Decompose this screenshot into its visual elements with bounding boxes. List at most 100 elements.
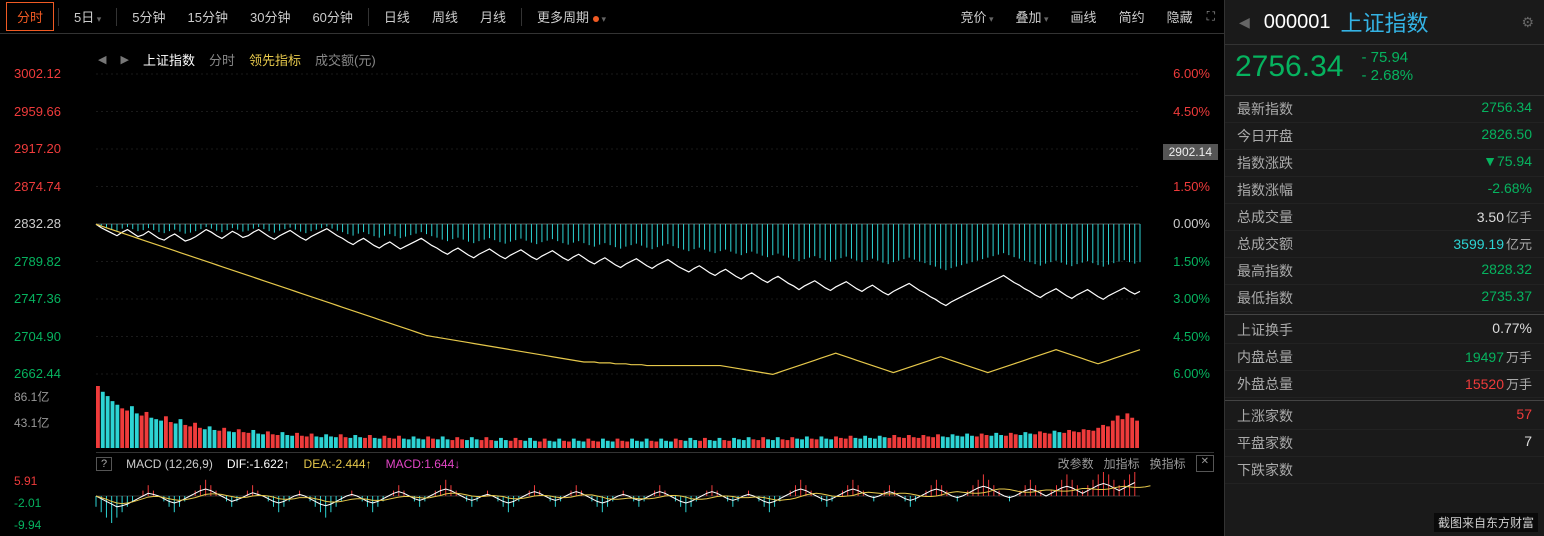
period-btn-week[interactable]: 周线 xyxy=(421,2,469,31)
quote-row-value: 2826.50 xyxy=(1481,126,1532,146)
period-btn-15min[interactable]: 15分钟 xyxy=(177,2,239,31)
quote-row: 指数涨幅 -2.68% xyxy=(1225,177,1544,204)
price-change-abs: - 75.94 xyxy=(1361,49,1413,67)
quote-table-3: 上涨家数57 平盘家数 7 下跌家数 xyxy=(1225,403,1544,484)
last-price: 2756.34 xyxy=(1235,50,1343,84)
quote-row: 总成交额 3599.19亿元 xyxy=(1225,231,1544,258)
hover-price-label: 2902.14 xyxy=(1163,144,1218,160)
macd-macd: MACD:1.644↓ xyxy=(386,457,461,471)
quote-row-key: 总成交量 xyxy=(1237,207,1293,227)
quote-row-value: 19497万手 xyxy=(1465,347,1532,367)
quote-row-value: 3.50亿手 xyxy=(1477,207,1532,227)
toolbar-btn-draw[interactable]: 画线 xyxy=(1060,2,1108,31)
quote-row-key: 指数涨幅 xyxy=(1237,180,1293,200)
macd-chart[interactable]: ? MACD (12,26,9) DIF:-1.622↑ DEA:-2.444↑… xyxy=(0,452,1224,536)
toolbar-btn-auction[interactable]: 竞价 xyxy=(949,2,1004,31)
chart-main-area: 分时 5日 5分钟 15分钟 30分钟 60分钟 日线 周线 月线 更多周期 竞… xyxy=(0,0,1224,536)
macd-tick-2: -9.94 xyxy=(14,518,82,532)
quote-row-key: 总成交额 xyxy=(1237,234,1293,254)
period-btn-intraday[interactable]: 分时 xyxy=(6,2,54,31)
quote-row-value: -2.68% xyxy=(1488,180,1532,200)
period-btn-more[interactable]: 更多周期 xyxy=(526,2,617,31)
quote-row: 指数涨跌▼75.94 xyxy=(1225,150,1544,177)
quote-row-value: 0.77% xyxy=(1492,320,1532,340)
quote-row: 最新指数2756.34 xyxy=(1225,96,1544,123)
quote-row: 最低指数 2735.37 xyxy=(1225,285,1544,312)
price-left-tick: 2789.82 xyxy=(14,254,82,269)
quote-row-value: 57 xyxy=(1516,406,1532,426)
quote-row-value: 15520万手 xyxy=(1465,374,1532,394)
quote-row-key: 外盘总量 xyxy=(1237,374,1293,394)
fullscreen-icon[interactable]: ⛶ xyxy=(1204,6,1218,27)
quote-row-value: 7 xyxy=(1524,433,1532,453)
price-left-tick: 2704.90 xyxy=(14,329,82,344)
prev-symbol-icon[interactable]: ◀ xyxy=(1235,14,1254,31)
quote-table-1: 最新指数2756.34 今日开盘 2826.50 指数涨跌▼75.94 指数涨幅 -2.6… xyxy=(1225,96,1544,312)
price-right-tick: 1.50% xyxy=(1142,254,1210,269)
macd-title: MACD (12,26,9) xyxy=(126,457,213,471)
symbol-code: 000001 xyxy=(1264,11,1331,34)
price-right-tick: 1.50% xyxy=(1142,179,1210,194)
price-left-tick: 2662.44 xyxy=(14,366,82,381)
period-btn-5day[interactable]: 5日 xyxy=(63,2,112,31)
quote-side-panel: ◀ 000001 上证指数 ⚙ 2756.34 - 75.94 - 2.68% … xyxy=(1224,0,1544,536)
quote-row: 平盘家数 7 xyxy=(1225,430,1544,457)
vol-tick-0: 86.1亿 xyxy=(14,388,82,405)
price-left-tick: 2874.74 xyxy=(14,179,82,194)
quote-row-key: 平盘家数 xyxy=(1237,433,1293,453)
symbol-name[interactable]: 上证指数 xyxy=(1341,6,1429,38)
macd-dif: DIF:-1.622↑ xyxy=(227,457,290,471)
quote-row: 上涨家数57 xyxy=(1225,403,1544,430)
quote-row-key: 下跌家数 xyxy=(1237,460,1293,480)
gear-icon[interactable]: ⚙ xyxy=(1521,14,1534,31)
quote-row: 最高指数 2828.32 xyxy=(1225,258,1544,285)
price-right-tick: 3.00% xyxy=(1142,291,1210,306)
price-left-tick: 2832.28 xyxy=(14,216,82,231)
quote-row-value: 2756.34 xyxy=(1481,99,1532,119)
price-left-tick: 2917.20 xyxy=(14,141,82,156)
quote-row-value: 3599.19亿元 xyxy=(1453,234,1532,254)
period-btn-5min[interactable]: 5分钟 xyxy=(121,2,176,31)
quote-row-key: 指数涨跌 xyxy=(1237,153,1293,173)
price-left-tick: 2747.36 xyxy=(14,291,82,306)
watermark-text: 截图来自东方财富 xyxy=(1434,513,1538,532)
quote-row: 内盘总量 19497万手 xyxy=(1225,344,1544,371)
quote-row: 下跌家数 xyxy=(1225,457,1544,484)
price-left-tick: 2959.66 xyxy=(14,104,82,119)
vol-tick-1: 43.1亿 xyxy=(14,414,82,431)
macd-dea: DEA:-2.444↑ xyxy=(304,457,372,471)
toolbar-btn-overlay[interactable]: 叠加 xyxy=(1005,2,1060,31)
macd-close-icon[interactable]: ✕ xyxy=(1196,455,1214,472)
price-right-tick: 4.50% xyxy=(1142,104,1210,119)
macd-tick-0: 5.91 xyxy=(14,474,82,488)
quote-table-2: 上证换手0.77% 内盘总量 19497万手外盘总量 15520万手 xyxy=(1225,317,1544,398)
quote-row-key: 最高指数 xyxy=(1237,261,1293,281)
price-right-tick: 6.00% xyxy=(1142,66,1210,81)
period-btn-30min[interactable]: 30分钟 xyxy=(239,2,301,31)
quote-row: 总成交量 3.50亿手 xyxy=(1225,204,1544,231)
period-btn-month[interactable]: 月线 xyxy=(469,2,517,31)
price-right-tick: 4.50% xyxy=(1142,329,1210,344)
quote-row-key: 今日开盘 xyxy=(1237,126,1293,146)
toolbar-btn-hide[interactable]: 隐藏 xyxy=(1156,2,1204,31)
side-header: ◀ 000001 上证指数 ⚙ xyxy=(1225,0,1544,45)
toolbar-btn-simple[interactable]: 简约 xyxy=(1108,2,1156,31)
period-btn-day[interactable]: 日线 xyxy=(373,2,421,31)
macd-btn-swap[interactable]: 换指标 xyxy=(1150,455,1186,472)
price-chart[interactable]: 3002.12 2959.66 2917.20 2874.74 2832.28 2789.… xyxy=(0,44,1224,384)
quote-row-value: 2735.37 xyxy=(1481,288,1532,308)
volume-chart[interactable]: 86.1亿 43.1亿 xyxy=(0,384,1224,450)
price-left-tick: 3002.12 xyxy=(14,66,82,81)
quote-row: 今日开盘 2826.50 xyxy=(1225,123,1544,150)
quote-row-key: 内盘总量 xyxy=(1237,347,1293,367)
price-change-pct: - 2.68% xyxy=(1361,67,1413,85)
quote-row-value: 2828.32 xyxy=(1481,261,1532,281)
quote-row-key: 最低指数 xyxy=(1237,288,1293,308)
macd-btn-add[interactable]: 加指标 xyxy=(1104,455,1140,472)
macd-help-icon[interactable]: ? xyxy=(96,457,112,471)
period-btn-60min[interactable]: 60分钟 xyxy=(301,2,363,31)
quote-row: 上证换手0.77% xyxy=(1225,317,1544,344)
macd-tick-1: -2.01 xyxy=(14,496,82,510)
macd-btn-params[interactable]: 改参数 xyxy=(1058,455,1094,472)
period-toolbar: 分时 5日 5分钟 15分钟 30分钟 60分钟 日线 周线 月线 更多周期 竞… xyxy=(0,0,1224,34)
